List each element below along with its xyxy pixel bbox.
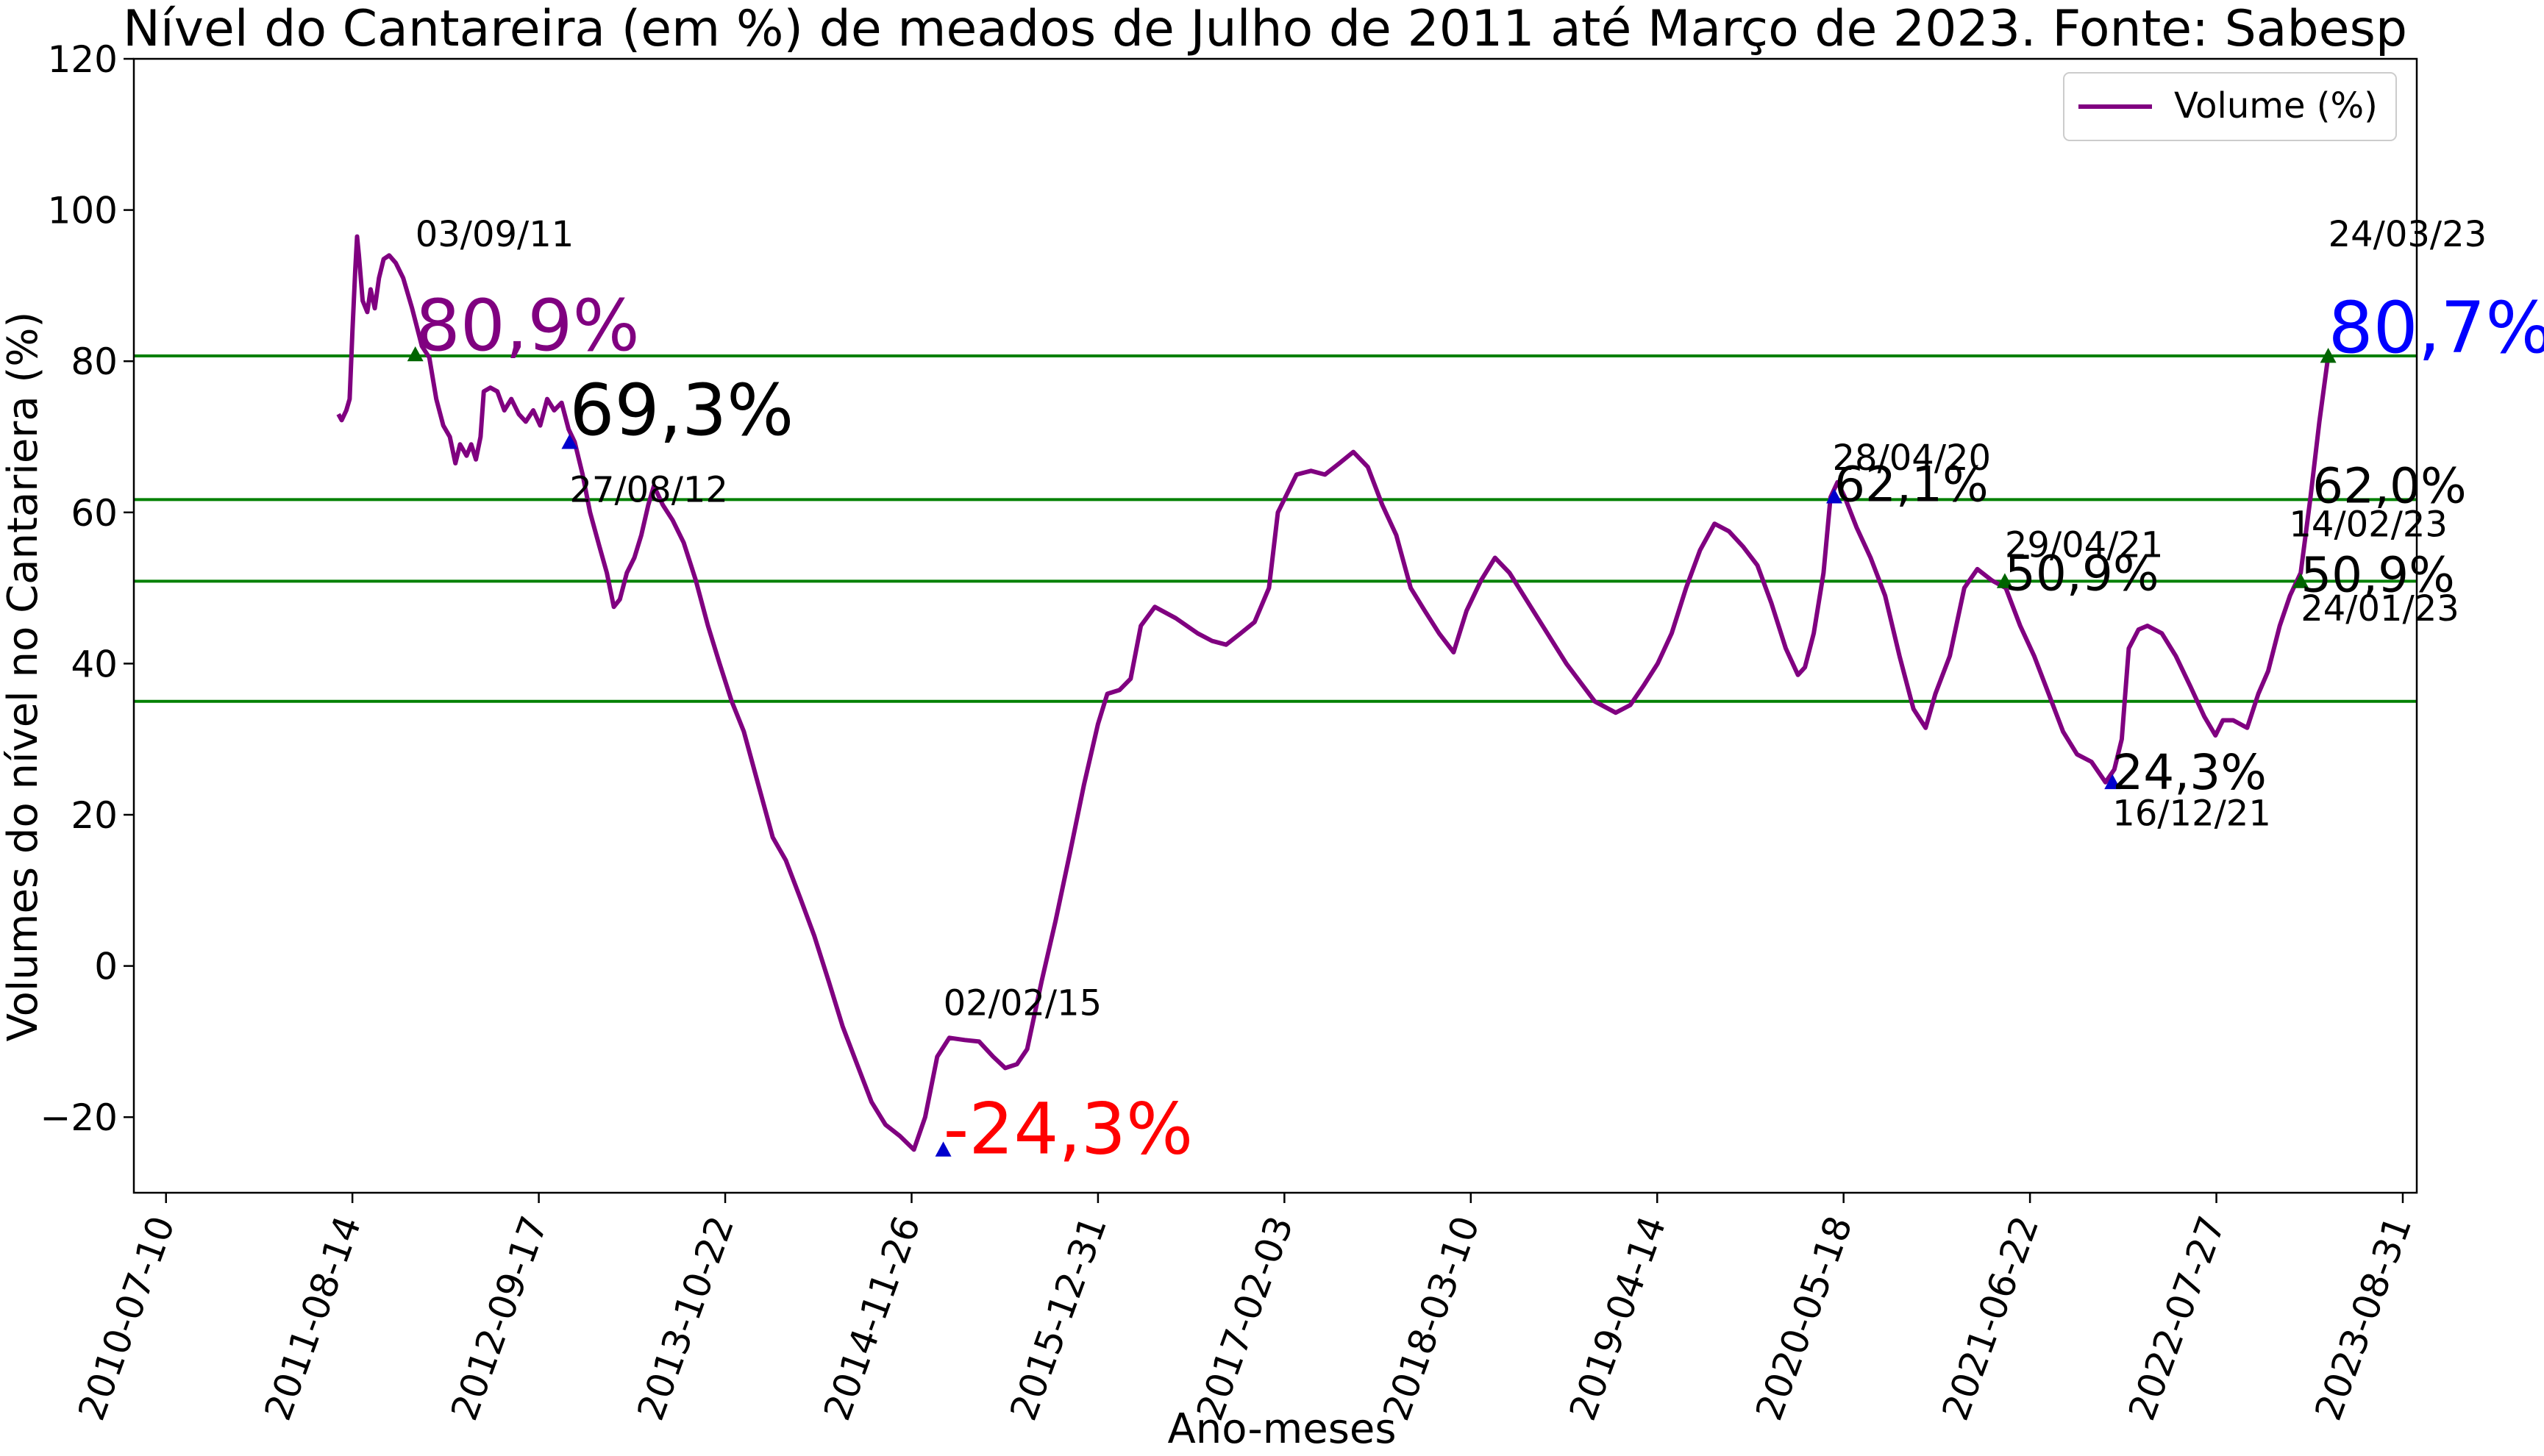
markers-group — [407, 346, 2337, 1157]
y-axis: −20 0 20 40 60 80 100 120 — [40, 38, 134, 1139]
y-tick-label: 60 — [71, 492, 118, 535]
y-tick-label: 100 — [48, 190, 118, 232]
annotation-label: 80,9% — [416, 285, 640, 367]
data-marker — [1826, 488, 1843, 504]
y-tick-label: 120 — [48, 38, 118, 81]
data-marker — [2292, 573, 2309, 588]
data-marker — [2320, 348, 2337, 363]
annotation-label: 24,3% — [2112, 744, 2267, 801]
y-tick-label: 40 — [71, 643, 118, 685]
annotations-group: 03/09/11 80,9%69,3% 27/08/12 02/02/15 -24,3%… — [416, 214, 2544, 1171]
annotation-label: 50,9% — [2005, 546, 2159, 602]
y-tick-label: 80 — [71, 340, 118, 383]
data-marker — [407, 346, 424, 362]
x-axis-title: Ano-meses — [1167, 1405, 1396, 1453]
annotation-label: 80,7% — [2329, 287, 2544, 369]
annotation-label: 29/04/21 — [2005, 525, 2164, 566]
annotation-label: 14/02/23 — [2289, 504, 2448, 546]
annotation-label: 02/02/15 — [944, 982, 1102, 1024]
annotation-label: 50,9% — [2301, 547, 2455, 604]
data-marker — [2104, 774, 2121, 790]
y-tick-label: −20 — [40, 1096, 118, 1139]
data-marker — [561, 434, 578, 449]
annotation-label: -24,3% — [944, 1088, 1194, 1171]
annotation-label: 62,1% — [1834, 456, 1989, 513]
chart-title: Nível do Cantareira (em %) de meados de … — [123, 0, 2407, 58]
annotation-label: 27/08/12 — [569, 469, 728, 510]
legend: Volume (%) — [2063, 72, 2397, 141]
plot-frame — [132, 57, 2418, 1194]
annotation-label: 69,3% — [569, 369, 794, 452]
data-marker — [1996, 573, 2013, 588]
reference-lines — [134, 354, 2417, 703]
y-axis-title: Volumes do nível no Cantariera (%) — [0, 312, 47, 1042]
legend-box — [2063, 72, 2397, 141]
y-tick-label: 0 — [94, 946, 118, 988]
annotation-label: 28/04/20 — [1833, 438, 1992, 479]
annotation-label: 16/12/21 — [2112, 793, 2271, 834]
annotation-label: 62,0% — [2312, 457, 2467, 514]
y-tick-label: 20 — [71, 794, 118, 837]
annotation-label: 24/03/23 — [2329, 214, 2487, 255]
series-line — [336, 234, 2331, 1152]
annotation-label: 24/01/23 — [2301, 588, 2459, 629]
legend-label: Volume (%) — [2174, 85, 2378, 126]
data-marker — [935, 1141, 952, 1157]
annotation-label: 03/09/11 — [416, 214, 574, 255]
series-group — [336, 234, 2331, 1152]
